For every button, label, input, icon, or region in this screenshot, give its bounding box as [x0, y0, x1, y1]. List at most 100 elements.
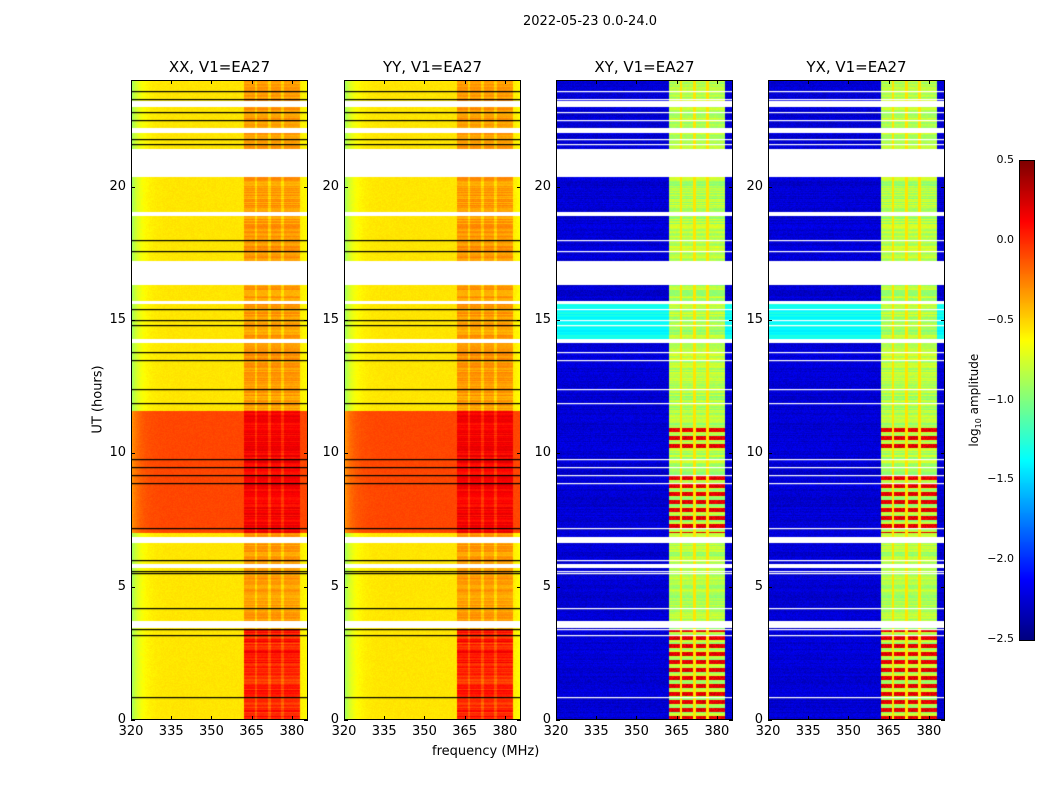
x-tick: [768, 716, 769, 720]
y-tick-label: 10: [322, 445, 339, 461]
x-tick: [848, 80, 850, 84]
y-tick: [304, 453, 308, 455]
y-tick: [556, 320, 560, 321]
y-tick: [729, 320, 733, 321]
panel-title: YY, V1=EA27: [382, 58, 483, 76]
y-tick-label: 10: [534, 445, 551, 461]
y-tick: [768, 186, 772, 188]
y-tick: [768, 720, 772, 721]
colorbar-tick-label: 0.5: [996, 153, 1015, 166]
y-tick: [556, 720, 560, 721]
y-tick-label: 20: [534, 178, 551, 194]
x-tick: [928, 716, 930, 720]
x-tick: [291, 716, 293, 720]
x-tick: [716, 80, 718, 84]
x-tick-label: 380: [492, 724, 518, 739]
y-tick-label: 20: [746, 178, 763, 194]
x-tick: [676, 80, 678, 84]
x-tick: [384, 80, 386, 84]
y-tick: [517, 720, 521, 721]
x-tick: [211, 716, 213, 720]
colorbar-label: log10 amplitude: [966, 353, 984, 447]
y-tick-label: 20: [109, 178, 126, 194]
x-tick: [596, 716, 598, 720]
y-tick-label: 15: [109, 312, 126, 327]
x-tick: [504, 716, 506, 720]
x-tick-label: 335: [583, 724, 609, 739]
x-tick-label: 350: [836, 724, 861, 739]
colorbar-tick-label: −1.0: [987, 392, 1014, 406]
x-tick: [556, 80, 557, 84]
x-tick-label: 335: [158, 724, 184, 739]
panel-yy: YY, V1=EA27 0 5 10 15 20 320 335 350 365 380: [322, 58, 521, 739]
y-tick-label: 0: [542, 712, 551, 727]
y-tick-label: 5: [754, 578, 763, 594]
x-tick: [171, 716, 173, 720]
x-tick: [556, 716, 557, 720]
y-tick: [304, 586, 308, 588]
y-tick: [556, 586, 560, 588]
y-tick-label: 5: [330, 578, 339, 594]
heatmap: [768, 80, 945, 720]
y-tick: [344, 453, 348, 455]
y-tick: [344, 320, 348, 321]
y-tick: [344, 186, 348, 188]
y-tick: [556, 453, 560, 455]
panel-xx: XX, V1=EA27 0 5 10 15 20 320 335 350 365 380: [109, 58, 308, 739]
x-tick-label: 365: [876, 724, 902, 739]
y-tick: [517, 453, 521, 455]
y-tick: [304, 186, 308, 188]
figure-title: 2022-05-23 0.0-24.0: [523, 14, 657, 29]
x-tick-label: 335: [795, 724, 821, 739]
y-tick: [941, 720, 945, 721]
y-tick: [131, 186, 135, 188]
y-tick: [517, 586, 521, 588]
panel-title: XX, V1=EA27: [168, 58, 271, 76]
x-tick: [888, 716, 890, 720]
y-tick-label: 10: [746, 445, 763, 461]
y-tick: [729, 453, 733, 455]
colorbar-tick-label: −2.5: [987, 632, 1014, 645]
y-tick-label: 15: [534, 312, 551, 327]
x-tick: [808, 80, 810, 84]
panel-title: YX, V1=EA27: [806, 58, 907, 76]
y-tick: [768, 320, 772, 321]
x-tick: [171, 80, 173, 84]
x-tick: [291, 80, 293, 84]
y-tick: [556, 186, 560, 188]
x-tick-label: 320: [118, 724, 144, 739]
x-tick: [131, 716, 132, 720]
x-tick-label: 320: [755, 724, 781, 739]
y-tick: [131, 320, 135, 321]
panel-xy: XY, V1=EA27 0 5 10 15 20 320 335 350 365 380: [534, 58, 733, 739]
colorbar-tick-label: −2.0: [987, 552, 1014, 566]
y-tick: [729, 186, 733, 188]
y-tick: [768, 586, 772, 588]
x-tick: [344, 716, 345, 720]
y-tick: [941, 186, 945, 188]
y-tick: [344, 720, 348, 721]
x-tick: [464, 80, 466, 84]
panel-title: XY, V1=EA27: [594, 58, 695, 76]
x-tick: [131, 80, 132, 84]
colorbar-tick-label: 0.0: [996, 232, 1015, 246]
y-tick: [517, 320, 521, 321]
y-tick: [131, 720, 135, 721]
x-tick: [424, 716, 426, 720]
x-tick: [848, 716, 850, 720]
y-tick-label: 15: [322, 312, 339, 327]
y-tick-label: 0: [117, 712, 126, 727]
x-tick: [928, 80, 930, 84]
x-tick: [808, 716, 810, 720]
heatmap: [131, 80, 308, 720]
y-tick: [131, 586, 135, 588]
x-tick: [676, 716, 678, 720]
axes-frame: [344, 80, 521, 720]
x-tick: [716, 716, 718, 720]
x-tick: [636, 80, 638, 84]
x-tick-label: 350: [199, 724, 224, 739]
x-tick-label: 350: [412, 724, 437, 739]
y-tick: [729, 586, 733, 588]
y-tick: [517, 186, 521, 188]
